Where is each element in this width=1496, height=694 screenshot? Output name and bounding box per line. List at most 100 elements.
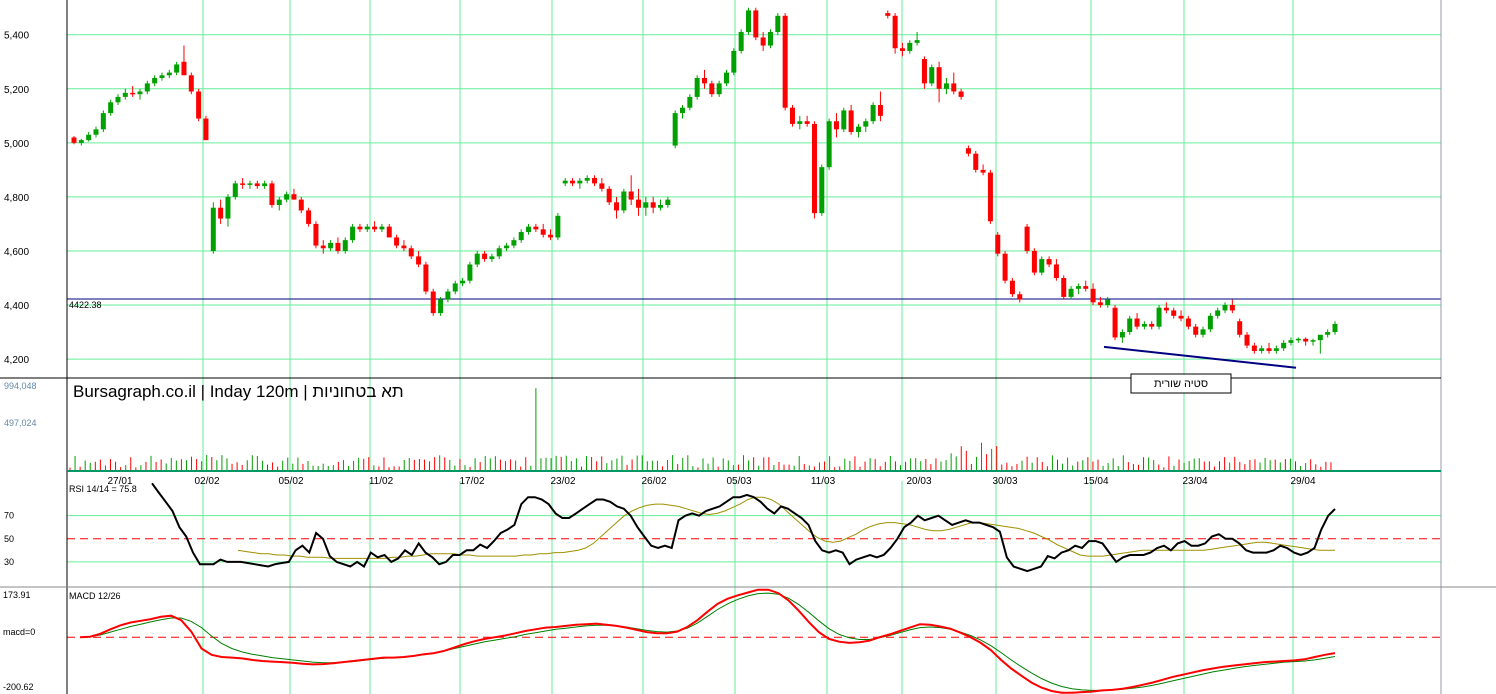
candle-body (775, 15, 781, 33)
x-tick-label: 20/03 (906, 476, 931, 487)
x-tick-label: 05/02 (278, 476, 303, 487)
candle-body (115, 96, 121, 103)
candle-body (1031, 250, 1037, 273)
rsi-panel: 70 50 30 (4, 482, 1441, 573)
candle-body (855, 126, 861, 133)
candle-body (467, 264, 473, 281)
candle-body (1266, 348, 1272, 351)
candle-body (108, 102, 114, 114)
candle-body (987, 172, 993, 222)
candle-body (914, 40, 920, 43)
candle-body (540, 229, 546, 235)
candle-body (628, 191, 634, 200)
candle-body (1156, 307, 1162, 327)
candle-body (1222, 305, 1228, 311)
candle-body (181, 61, 187, 76)
candle-body (577, 180, 583, 184)
candle-body (291, 194, 297, 200)
candle-body (1303, 338, 1309, 342)
trendline (1103, 345, 1297, 369)
candle-body (269, 183, 275, 206)
candle-body (386, 226, 392, 238)
candle-body (379, 226, 385, 230)
rsi-tick-label: 30 (4, 557, 14, 567)
candle-body (320, 245, 326, 249)
rsi-line (151, 482, 1336, 573)
candle-body (877, 105, 883, 116)
candle-body (1163, 307, 1169, 311)
x-tick-label: 30/03 (992, 476, 1017, 487)
candle-body (1207, 315, 1213, 330)
candle-body (482, 253, 488, 260)
candle-body (599, 183, 605, 189)
candle-body (1053, 264, 1059, 278)
candle-body (408, 248, 414, 257)
candle-body (1002, 253, 1008, 281)
candle-body (841, 110, 847, 130)
candle-body (716, 83, 722, 95)
candle-body (745, 10, 751, 33)
candle-body (152, 77, 158, 84)
candle-body (188, 75, 194, 92)
candle-body (1200, 329, 1206, 335)
candle-body (1259, 348, 1265, 351)
candle-body (1046, 259, 1052, 265)
candle-body (592, 177, 598, 184)
price-tick-label: 4,600 (4, 247, 29, 258)
candle-body (1244, 334, 1250, 346)
candle-body (1273, 348, 1279, 351)
macd-label: MACD 12/26 (69, 591, 121, 601)
candle-body (335, 242, 341, 251)
price-tick-label: 5,200 (4, 85, 29, 96)
x-tick-label: 27/01 (107, 476, 132, 487)
candle-body (78, 140, 84, 143)
candle-body (137, 91, 143, 95)
candle-body (936, 67, 942, 89)
candle-body (225, 196, 231, 219)
price-tick-label: 4,800 (4, 193, 29, 204)
candle-body (804, 121, 810, 124)
candle-body (636, 199, 642, 208)
x-tick-label: 02/02 (194, 476, 219, 487)
candle-body (863, 121, 869, 127)
candle-body (86, 134, 92, 141)
candle-body (122, 92, 128, 97)
candle-body (562, 180, 568, 184)
price-tick-label: 5,400 (4, 31, 29, 42)
candle-body (672, 113, 678, 146)
candle-body (423, 264, 429, 292)
candle-body (438, 299, 444, 314)
candle-body (460, 280, 466, 284)
candle-body (995, 234, 1001, 254)
candle-body (496, 248, 502, 257)
annotation-box (1130, 373, 1232, 394)
candle-body (965, 148, 971, 154)
candle-body (210, 207, 216, 251)
macd-signal-line (79, 592, 1336, 691)
candle-body (548, 234, 554, 238)
candle-body (687, 96, 693, 108)
candle-body (489, 256, 495, 260)
candle-body (1310, 340, 1316, 342)
candle-body (254, 183, 260, 187)
rsi-label: RSI 14/14 = 75.8 (69, 484, 137, 494)
candle-body (643, 202, 649, 208)
candle-body (364, 226, 370, 230)
rsi-tick-label: 50 (4, 534, 14, 544)
candle-body (445, 291, 451, 300)
candle-body (166, 72, 172, 76)
candle-body (262, 183, 268, 187)
candle-body (614, 202, 620, 211)
candle-body (819, 167, 825, 214)
candle-body (247, 183, 253, 185)
candle-body (504, 245, 510, 249)
candle-body (885, 13, 891, 16)
candle-body (1325, 332, 1331, 335)
candle-body (731, 50, 737, 73)
macd-panel: 173.91 macd=0 -200.62 (3, 588, 1441, 694)
candle-body (694, 77, 700, 97)
candle-body (1119, 332, 1125, 338)
candle-body (606, 188, 612, 203)
macd-tick-label: macd=0 (3, 627, 35, 637)
